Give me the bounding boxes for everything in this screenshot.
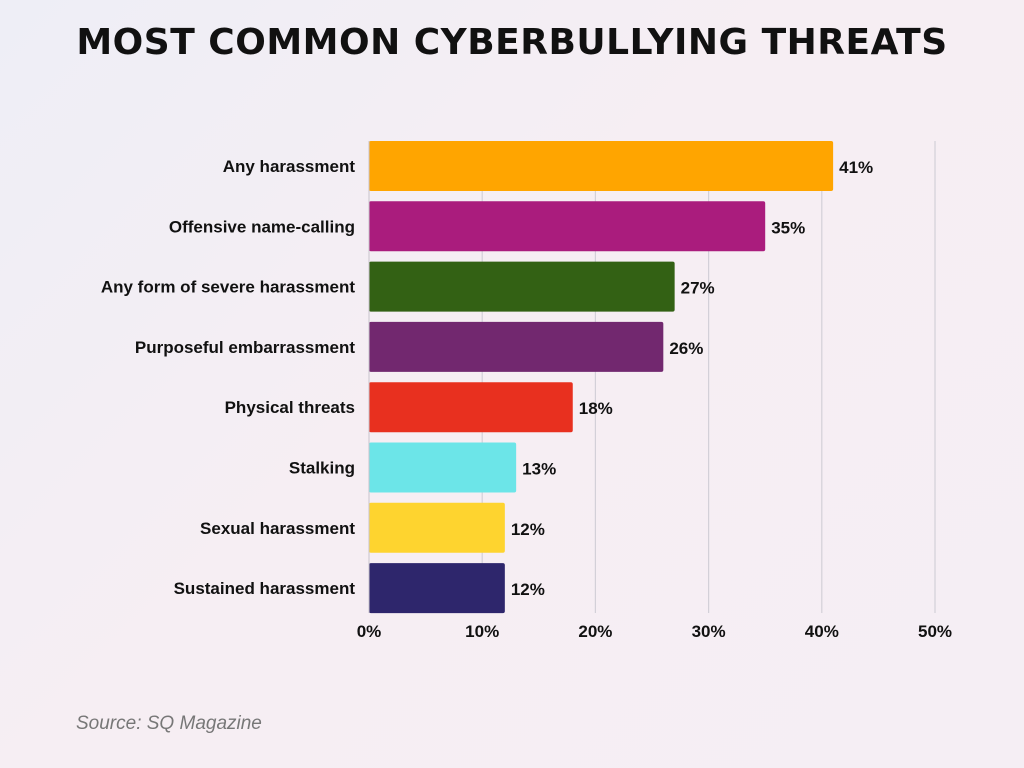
bar (369, 382, 573, 433)
category-label: Sexual harassment (200, 519, 355, 538)
data-label: 18% (579, 399, 613, 418)
data-label: 12% (511, 580, 545, 599)
data-label: 35% (771, 218, 805, 237)
bar (369, 321, 664, 372)
source-note: Source: SQ Magazine (76, 713, 262, 734)
bar (369, 442, 517, 493)
data-label: 41% (839, 158, 873, 177)
data-label: 27% (681, 279, 715, 298)
data-label: 12% (511, 520, 545, 539)
x-tick-label: 50% (918, 622, 952, 641)
category-label: Any harassment (223, 157, 356, 176)
x-tick-label: 30% (692, 622, 726, 641)
category-label: Purposeful embarrassment (135, 338, 355, 357)
x-tick-label: 40% (805, 622, 839, 641)
bar (369, 261, 675, 312)
data-label: 13% (522, 460, 556, 479)
x-tick-label: 0% (357, 622, 382, 641)
category-label: Stalking (289, 459, 355, 478)
x-tick-label: 20% (578, 622, 612, 641)
x-tick-label: 10% (465, 622, 499, 641)
bar (369, 141, 834, 191)
bar (369, 563, 505, 614)
category-label: Physical threats (225, 398, 355, 417)
chart-title: MOST COMMON CYBERBULLYING THREATS (76, 22, 948, 63)
bar (369, 201, 766, 252)
category-label: Offensive name-calling (169, 217, 355, 236)
category-label: Any form of severe harassment (101, 278, 355, 297)
bar (369, 502, 505, 553)
data-label: 26% (669, 339, 703, 358)
category-label: Sustained harassment (174, 579, 356, 598)
